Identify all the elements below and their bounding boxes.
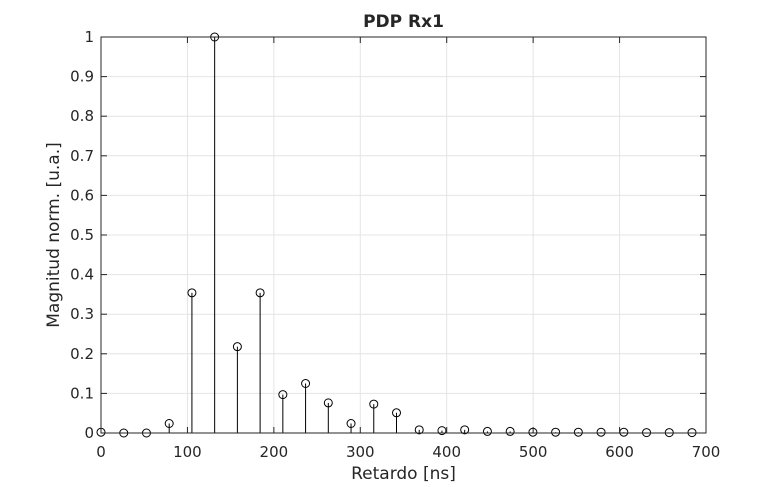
stem-marker [414, 425, 424, 435]
stem-marker [551, 427, 561, 437]
y-tick-label: 1 [84, 28, 94, 46]
y-tick-label: 0.3 [70, 305, 94, 323]
x-tick-label: 400 [432, 443, 461, 461]
y-tick-label: 0.5 [70, 226, 94, 244]
x-tick-label: 200 [260, 443, 289, 461]
stem-marker [187, 288, 197, 298]
x-tick-label: 700 [692, 443, 721, 461]
x-tick-label: 0 [96, 443, 106, 461]
x-tick-labels: 0 100 200 300 400 500 600 700 [96, 443, 720, 461]
stem-marker [596, 427, 606, 437]
x-axis-title: Retardo [ns] [351, 464, 456, 484]
stem-marker [391, 408, 401, 418]
y-tick-label: 0 [84, 424, 94, 442]
stem-marker [255, 288, 265, 298]
chart-title: PDP Rx1 [363, 12, 444, 32]
stem-marker [301, 379, 311, 388]
stem-marker [232, 342, 242, 352]
stem-marker [323, 398, 333, 408]
stem-marker [369, 399, 379, 409]
y-tick-label: 0.1 [70, 384, 94, 402]
x-tick-label: 500 [519, 443, 548, 461]
y-tick-label: 0.2 [70, 345, 94, 363]
y-axis-title: Magnitud norm. [u.a.] [44, 142, 64, 328]
stem-marker [505, 426, 515, 436]
stem-marker [482, 426, 492, 436]
x-tick-label: 100 [173, 443, 202, 461]
y-tick-label: 0.9 [70, 68, 94, 86]
y-tick-label: 0.8 [70, 107, 94, 125]
y-tick-label: 0.6 [70, 186, 94, 204]
axis-ticks [100, 36, 707, 434]
stem-marker [573, 427, 583, 437]
y-tick-label: 0.4 [70, 266, 94, 284]
stem-marker [437, 426, 447, 436]
x-tick-label: 600 [605, 443, 634, 461]
stem-marker [460, 425, 470, 435]
y-tick-labels: 0 0.1 0.2 0.3 0.4 0.5 0.6 0.7 0.8 0.9 1 [70, 28, 94, 442]
stem-marker [164, 418, 174, 428]
y-tick-label: 0.7 [70, 147, 94, 165]
x-tick-label: 300 [346, 443, 375, 461]
stem-marker [278, 390, 288, 400]
stem-marker [346, 418, 356, 428]
